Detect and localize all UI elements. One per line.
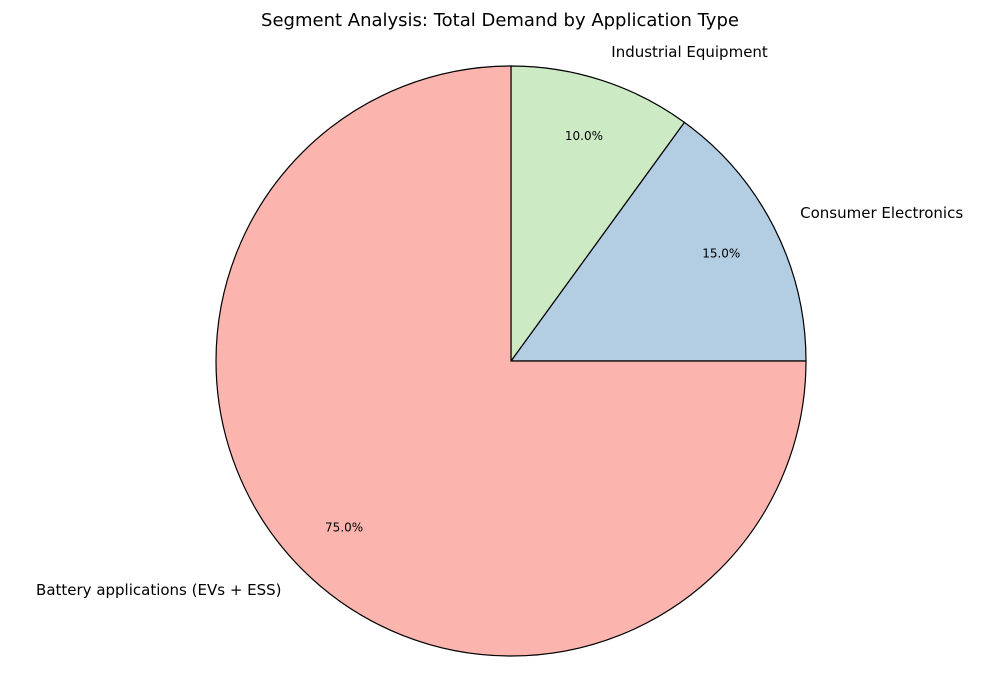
slice-percent-label: 75.0% [325,520,363,534]
slice-percent-label: 15.0% [702,246,740,260]
slice-category-label: Industrial Equipment [611,43,768,61]
slice-category-label: Consumer Electronics [800,204,963,222]
slice-category-label: Battery applications (EVs + ESS) [36,581,282,599]
pie-slice [215,65,807,657]
pie-slice [510,65,686,363]
slice-percent-label: 10.0% [565,129,603,143]
chart-title: Segment Analysis: Total Demand by Applic… [261,10,739,31]
pie-slice [509,121,807,362]
